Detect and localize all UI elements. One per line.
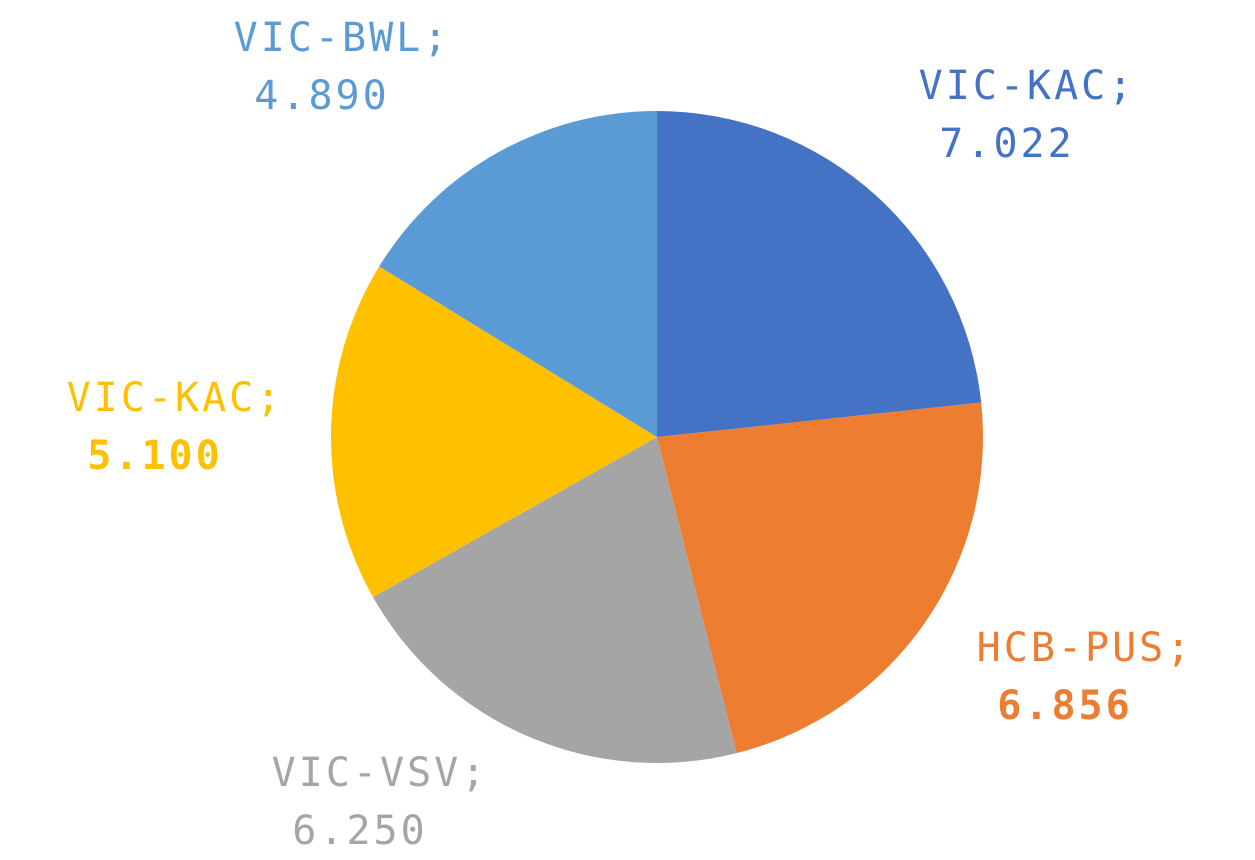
slice-value-label: 6.856 [997, 683, 1132, 729]
pie-slice [657, 402, 983, 754]
pie-slice [657, 111, 982, 437]
pie-slice [373, 437, 737, 763]
slice-value-label: 5.100 [87, 433, 222, 479]
slice-category-label: HCB-PUS; [977, 625, 1194, 671]
pie-slice [331, 266, 657, 598]
slice-category-label: VIC-BWL; [234, 15, 451, 61]
slice-category-label: VIC-KAC; [67, 375, 284, 421]
slice-value-label: 6.250 [292, 808, 427, 854]
pie-slice [379, 111, 657, 437]
slice-value-label: 7.022 [939, 121, 1074, 167]
slice-category-label: VIC-KAC; [919, 63, 1136, 109]
slice-category-label: VIC-VSV; [272, 750, 489, 796]
slice-value-label: 4.890 [254, 73, 389, 119]
